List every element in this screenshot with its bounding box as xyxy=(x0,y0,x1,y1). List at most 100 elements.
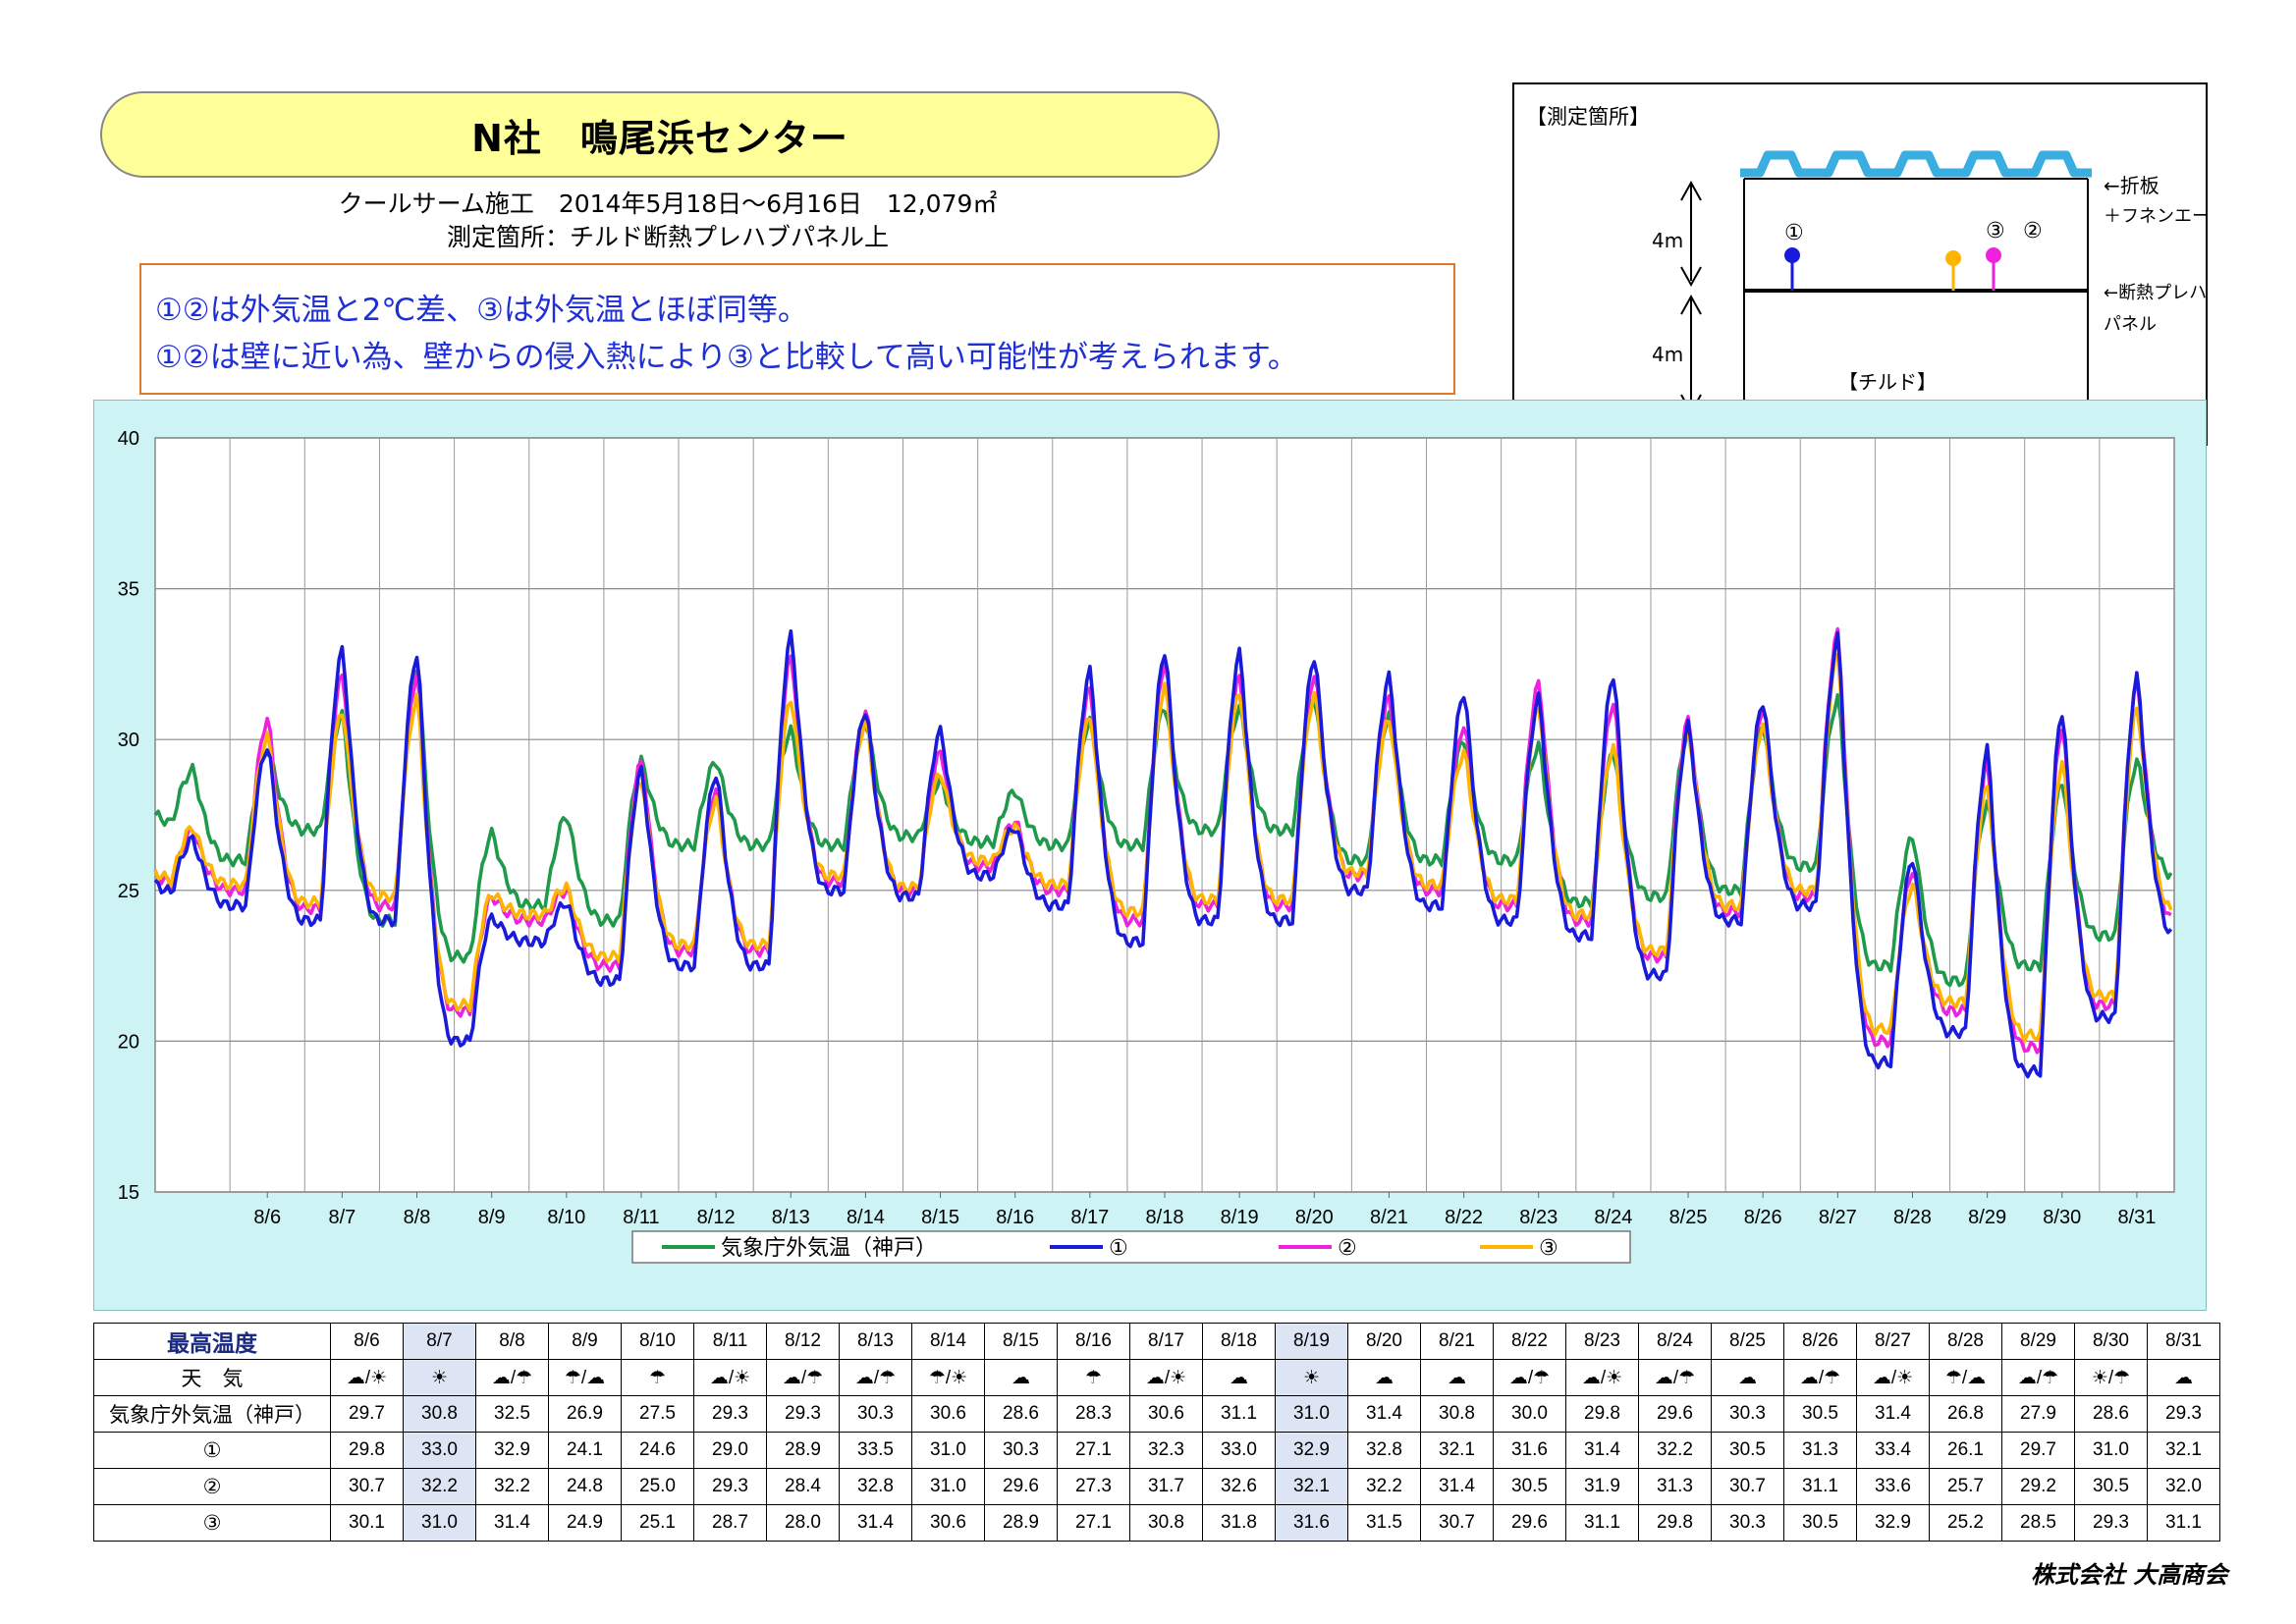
x-tick-label: 8/11 xyxy=(623,1207,659,1228)
temperature-cell: 28.7 xyxy=(693,1504,767,1542)
temperature-cell: 29.6 xyxy=(1638,1395,1712,1433)
temperature-cell: 25.1 xyxy=(621,1504,694,1542)
temperature-cell: 30.1 xyxy=(330,1504,404,1542)
umbrella-icon: ☂ xyxy=(516,1367,533,1388)
temperature-cell: 31.3 xyxy=(1638,1468,1712,1505)
temperature-cell: 32.2 xyxy=(475,1468,549,1505)
temperature-cell: 32.9 xyxy=(1856,1504,1930,1542)
roof-label-1: ←折板 xyxy=(2104,174,2159,197)
temperature-cell: 30.6 xyxy=(911,1395,985,1433)
x-tick-label: 8/31 xyxy=(2117,1207,2156,1228)
measurement-diagram: 【測定箇所】 4m 4m ① ③ ② ←折板 ＋フネンエース ←断熱プレハブ パ… xyxy=(1512,82,2208,446)
date-cell: 8/24 xyxy=(1638,1323,1712,1360)
weather-cell: ☁/☂ xyxy=(1638,1359,1712,1396)
temperature-cell: 25.7 xyxy=(1929,1468,2002,1505)
cloud-icon: ☁ xyxy=(1230,1367,1248,1388)
temperature-cell: 24.6 xyxy=(621,1432,694,1469)
temperature-cell: 32.1 xyxy=(1420,1432,1494,1469)
temperature-cell: 32.2 xyxy=(1638,1432,1712,1469)
y-tick-label: 35 xyxy=(118,579,139,601)
x-tick-label: 8/16 xyxy=(996,1207,1034,1228)
table-row: ① 29.8 33.0 32.9 24.1 24.6 29.0 28.9 33.5 31.0 30.… xyxy=(93,1432,2220,1469)
temperature-cell: 31.0 xyxy=(911,1432,985,1469)
x-tick-label: 8/25 xyxy=(1669,1207,1708,1228)
weather-cell: ☁ xyxy=(1420,1359,1494,1396)
temperature-cell: 29.3 xyxy=(766,1395,840,1433)
weather-cell: ☁/☂ xyxy=(1783,1359,1857,1396)
temperature-cell: 32.1 xyxy=(1275,1468,1348,1505)
row-label: 最高温度 xyxy=(93,1323,331,1360)
x-tick-label: 8/24 xyxy=(1594,1207,1632,1228)
arrow-head-up xyxy=(1680,180,1702,201)
umbrella-icon: ☂ xyxy=(2042,1367,2059,1388)
y-tick-label: 20 xyxy=(118,1031,139,1053)
temperature-cell: 25.2 xyxy=(1929,1504,2002,1542)
temperature-cell: 28.9 xyxy=(766,1432,840,1469)
plot-area xyxy=(154,437,2175,1193)
date-cell: 8/26 xyxy=(1783,1323,1857,1360)
temperature-cell: 32.2 xyxy=(403,1468,476,1505)
temperature-cell: 27.5 xyxy=(621,1395,694,1433)
arrow-head-mid-down xyxy=(1680,266,1702,288)
panel-label-1: ←断熱プレハブ xyxy=(2104,282,2206,303)
temperature-cell: 30.6 xyxy=(911,1504,985,1542)
x-tick-label: 8/23 xyxy=(1519,1207,1558,1228)
table-row: ③ 30.1 31.0 31.4 24.9 25.1 28.7 28.0 31.4 30.6 28.… xyxy=(93,1504,2220,1542)
x-tick-label: 8/30 xyxy=(2043,1207,2081,1228)
temperature-cell: 29.8 xyxy=(1565,1395,1639,1433)
cloud-icon: ☁ xyxy=(1508,1367,1528,1388)
subtitle-period: クールサーム施工 2014年5月18日～6月16日 12,079㎡ xyxy=(338,189,998,218)
sensor-3-label: ③ xyxy=(1986,219,2005,244)
date-cell: 8/6 xyxy=(330,1323,404,1360)
temperature-cell: 32.3 xyxy=(1129,1432,1203,1469)
legend-label: ③ xyxy=(1539,1236,1558,1261)
temperature-cell: 31.4 xyxy=(1347,1395,1421,1433)
weather-cell: ☁ xyxy=(1711,1359,1784,1396)
temperature-cell: 30.3 xyxy=(1711,1504,1784,1542)
subtitle-location: 測定箇所：チルド断熱プレハブパネル上 xyxy=(446,223,889,251)
temperature-cell: 30.3 xyxy=(839,1395,912,1433)
row-label: ① xyxy=(93,1432,331,1469)
x-tick-label: 8/26 xyxy=(1744,1207,1782,1228)
weather-cell: ☀/☂ xyxy=(2074,1359,2148,1396)
temperature-cell: 31.8 xyxy=(1202,1504,1276,1542)
temperature-cell: 27.9 xyxy=(2001,1395,2075,1433)
cloud-icon: ☁ xyxy=(1145,1367,1165,1388)
sensor-1-label: ① xyxy=(1784,221,1804,245)
temperature-cell: 31.1 xyxy=(1783,1468,1857,1505)
title-banner: N社 鳴尾浜センター xyxy=(100,91,1220,178)
x-tick-label: 8/14 xyxy=(847,1207,885,1228)
umbrella-icon: ☂ xyxy=(1084,1367,1103,1388)
temperature-cell: 32.1 xyxy=(2147,1432,2220,1469)
umbrella-icon: ☂ xyxy=(1678,1367,1696,1388)
max-temperature-table: 最高温度 8/6 8/7 8/8 8/9 8/10 8/11 8/12 8/13 8/14 8/15… xyxy=(93,1323,2220,1542)
cloud-icon: ☁ xyxy=(1799,1367,1819,1388)
temperature-cell: 31.0 xyxy=(2074,1432,2148,1469)
temperature-cell: 31.1 xyxy=(1202,1395,1276,1433)
temperature-cell: 27.1 xyxy=(1057,1504,1130,1542)
cloud-icon: ☁ xyxy=(491,1367,511,1388)
roof-shape xyxy=(1740,150,2092,178)
x-tick-label: 8/9 xyxy=(478,1207,506,1228)
legend-label: ① xyxy=(1109,1236,1128,1261)
weather-cell: ☁/☀ xyxy=(330,1359,404,1396)
weather-cell: ☁/☂ xyxy=(839,1359,912,1396)
x-tick-label: 8/29 xyxy=(1968,1207,2006,1228)
weather-cell: ☁/☀ xyxy=(1129,1359,1203,1396)
panel-label-2: パネル xyxy=(2104,314,2157,335)
diagram-title: 【測定箇所】 xyxy=(1526,105,1650,129)
temperature-cell: 31.1 xyxy=(2147,1504,2220,1542)
temperature-cell: 31.5 xyxy=(1347,1504,1421,1542)
cloud-icon: ☁ xyxy=(1011,1367,1030,1388)
sun-icon: ☀ xyxy=(734,1367,751,1388)
weather-cell: ☂ xyxy=(621,1359,694,1396)
temperature-chart: 15 20 25 30 35 40 8/6 8/7 8/8 8/9 8/10 8/11 8/12 8/13… xyxy=(118,428,2175,1264)
cloud-icon: ☁ xyxy=(1375,1367,1394,1388)
sensor-1-marker xyxy=(1784,247,1800,263)
temperature-cell: 30.5 xyxy=(1493,1468,1566,1505)
sun-icon: ☀ xyxy=(1170,1367,1187,1388)
temperature-cell: 29.8 xyxy=(1638,1504,1712,1542)
temperature-cell: 32.9 xyxy=(475,1432,549,1469)
temperature-cell: 32.2 xyxy=(1347,1468,1421,1505)
weather-cell: ☁ xyxy=(2147,1359,2220,1396)
